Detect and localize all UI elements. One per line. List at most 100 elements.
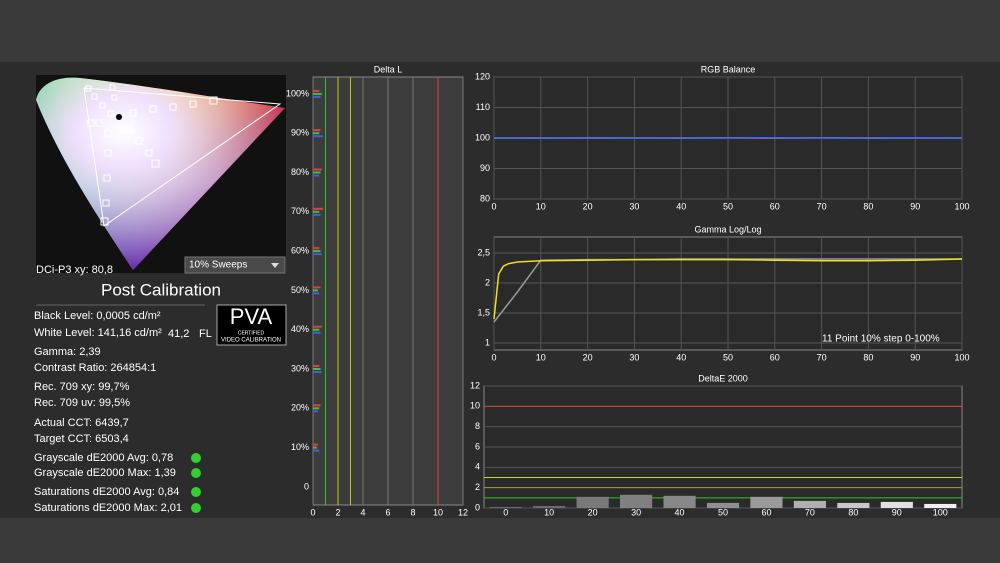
y-tick-label: 60% [291,245,309,255]
delta-bar [313,247,320,250]
bar [620,494,653,508]
x-tick-label: 6 [385,507,390,517]
delta-bar [313,289,318,292]
status-dot [191,503,201,513]
delta-bar [313,135,323,138]
point-select-label[interactable]: 11 Point 10% step 0-100% [822,334,940,345]
panel-heading: Post Calibration [101,280,221,299]
y-tick-label: 80% [291,167,309,177]
stat-line: Saturations dE2000 Max: 2,01 [34,502,182,514]
chart-title: Delta L [374,64,403,74]
y-tick-label: 1,5 [477,307,490,317]
x-tick-label: 30 [629,201,639,211]
x-tick-label: 10 [536,352,546,362]
x-tick-label: 70 [817,352,827,362]
delta-bar [313,286,321,289]
delta-bar [313,207,323,210]
y-tick-label: 12 [470,380,480,390]
delta-bar [313,174,320,177]
stat-line: Target CCT: 6503,4 [34,433,129,445]
delta-bar [313,443,318,446]
badge-line: CERTIFIED [238,330,265,336]
x-tick-label: 100 [954,352,969,362]
bar [576,496,609,508]
stat-line: Contrast Ratio: 264854:1 [34,362,156,374]
bar [880,501,913,508]
gamut-label: DCi-P3 xy: 80,8 [36,264,113,276]
badge-frame [216,304,287,346]
delta-bar [313,404,321,407]
sweep-select[interactable] [184,256,286,274]
series-line [493,258,963,320]
dropdown-arrow [271,263,279,268]
x-tick-label: 0 [503,507,508,517]
x-tick-label: 90 [892,507,902,517]
delta-bar [313,250,321,253]
y-tick-label: 0 [475,502,480,512]
delta-bar [313,213,321,216]
x-tick-label: 4 [360,507,365,517]
series-line [494,136,963,140]
x-tick-label: 2 [335,507,340,517]
x-tick-label: 100 [933,507,948,517]
delta-bar [313,171,321,174]
x-tick-label: 70 [805,507,815,517]
y-tick-label: 2,5 [477,247,490,257]
y-tick-label: 90 [480,163,490,173]
delta-bar [313,253,322,256]
x-tick-label: 20 [588,507,598,517]
x-tick-label: 20 [583,201,593,211]
x-tick-label: 100 [954,201,969,211]
stat-line: Rec. 709 xy: 99,7% [34,381,130,393]
x-tick-label: 50 [718,507,728,517]
y-tick-label: 120 [475,71,490,81]
delta-bar [313,210,320,213]
x-tick-label: 80 [863,352,873,362]
chart-title: Gamma Log/Log [694,224,761,234]
white-fl: 41,2 [168,328,189,340]
y-tick-label: 90% [291,128,309,138]
delta-bar [313,365,320,368]
y-tick-label: 10 [470,401,480,411]
y-tick-label: 80 [480,193,490,203]
bar [793,500,826,508]
cie-diagram: DCi-P3 xy: 80,8 10% Sweeps [36,75,286,276]
y-tick-label: 2 [475,482,480,492]
y-tick-label: 100 [475,132,490,142]
delta-bar [313,292,320,295]
stat-line: Black Level: 0,0005 cd/m² [34,310,161,322]
badge-title: PVA [230,304,273,329]
bar [533,505,566,508]
status-dot [191,453,201,463]
y-tick-label: 40% [291,324,309,334]
y-tick-label: 70% [291,206,309,216]
delta-bar [313,446,317,449]
x-tick-label: 0 [491,352,496,362]
x-tick-label: 30 [631,507,641,517]
y-tick-label: 4 [475,462,480,472]
sweep-select-label[interactable]: 10% Sweeps [189,260,247,271]
bar [489,506,522,508]
delta-bar [313,328,320,331]
x-tick-label: 20 [583,352,593,362]
stat-line: Gamma: 2,39 [34,346,101,358]
y-tick-label: 110 [476,102,490,112]
x-tick-label: 50 [723,352,733,362]
gamut-triangle [83,87,282,227]
delta-bar [313,129,321,132]
stat-line: Saturations dE2000 Avg: 0,84 [34,486,179,498]
chart-title: RGB Balance [701,64,756,74]
y-tick-label: 20% [291,403,309,413]
x-tick-label: 0 [491,201,496,211]
bar [924,503,957,508]
pva-badge: PVA CERTIFIED VIDEO CALIBRATION [216,304,287,346]
delta-bar [313,331,321,334]
delta-bar [313,95,321,98]
stat-line: White Level: 141,16 cd/m² [34,327,162,339]
x-tick-label: 40 [676,352,686,362]
stat-line: Actual CCT: 6439,7 [34,417,129,429]
y-tick-label: 30% [291,363,309,373]
sweep-points [85,84,218,226]
y-tick-label: 8 [475,421,480,431]
